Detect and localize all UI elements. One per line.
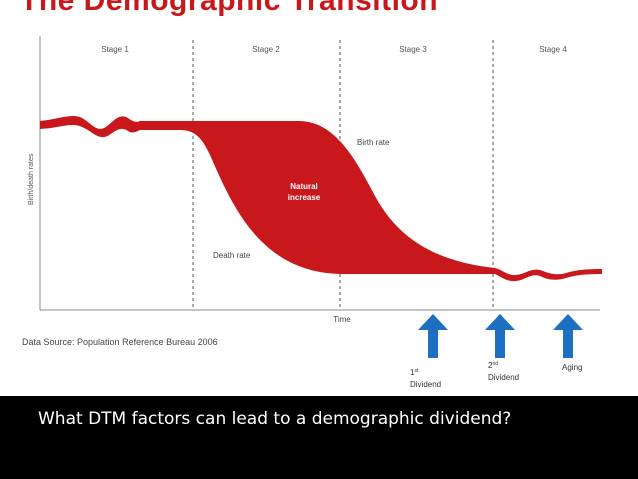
slide-title: The Demographic Transition: [20, 0, 580, 16]
data-source: Data Source: Population Reference Bureau…: [22, 337, 218, 347]
dividend-2-label-line2: Dividend: [488, 373, 519, 382]
arrow-up-icon: [553, 314, 583, 358]
birth-rate-label: Birth rate: [357, 138, 390, 147]
stage-label-2: Stage 2: [252, 45, 280, 54]
stage-label-4: Stage 4: [539, 45, 567, 54]
death-rate-label: Death rate: [213, 251, 251, 260]
dtm-diagram: Stage 1 Stage 2 Stage 3 Stage 4 Birth/de…: [22, 36, 602, 389]
arrow-up-icon: [418, 314, 448, 358]
natural-increase-label-line1: Natural: [290, 182, 318, 191]
dividend-1-label-line2: Dividend: [410, 380, 441, 389]
aging-label: Aging: [562, 363, 582, 372]
natural-increase-band: [40, 116, 602, 282]
dividend-1-label: 1st: [410, 368, 419, 377]
arrow-up-icon: [485, 314, 515, 358]
stage-label-1: Stage 1: [101, 45, 129, 54]
y-axis-label: Birth/death rates: [28, 153, 35, 205]
dividend-2-label: 2nd: [488, 361, 498, 370]
x-axis-label: Time: [333, 315, 351, 324]
natural-increase-label-line2: increase: [288, 193, 321, 202]
caption-bar: What DTM factors can lead to a demograph…: [0, 396, 638, 479]
stage-label-3: Stage 3: [399, 45, 427, 54]
slide-caption: What DTM factors can lead to a demograph…: [38, 409, 512, 429]
